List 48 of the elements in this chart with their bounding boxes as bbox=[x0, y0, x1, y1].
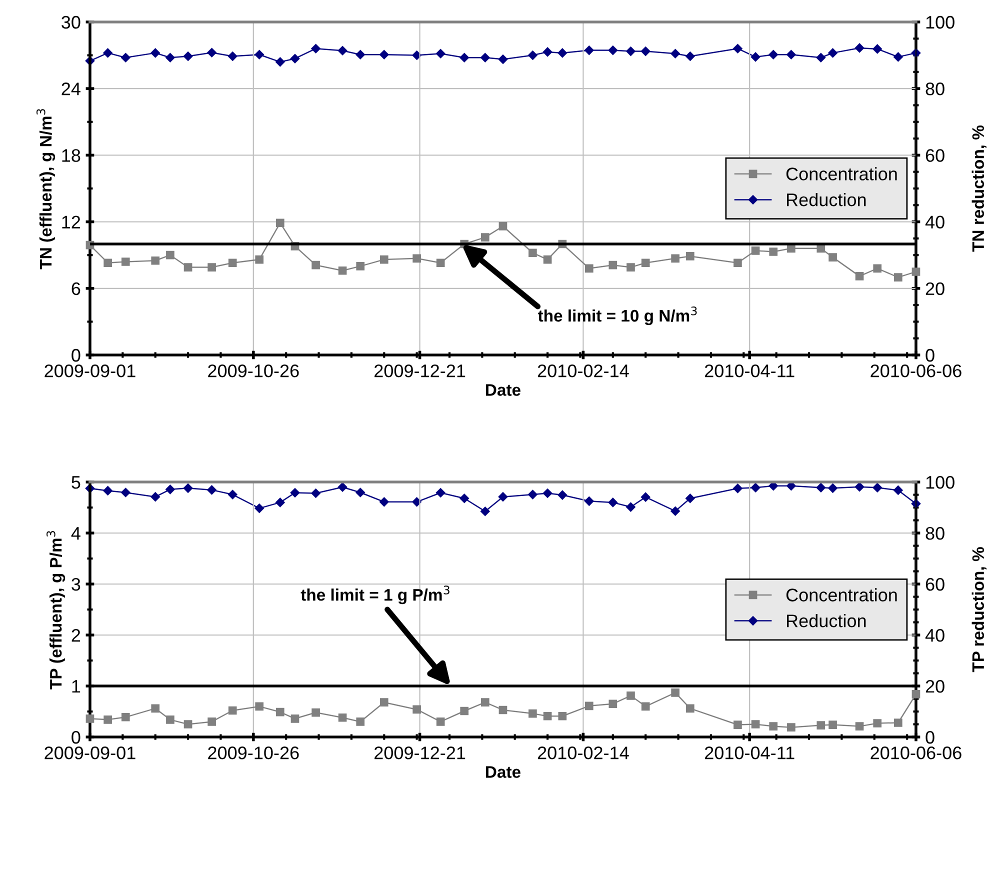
x-tick-label: 2009-12-21 bbox=[374, 746, 466, 760]
x-tick-label: 2010-04-11 bbox=[704, 746, 794, 760]
y-tick-label: 4 bbox=[71, 527, 80, 540]
y-axis-title: TP (effluent), g P/m$^{3}$ bbox=[46, 531, 66, 690]
y-tick-label: 6 bbox=[72, 282, 80, 296]
y2-tick-label: 40 bbox=[925, 216, 944, 229]
x-tick-label: 2009-10-26 bbox=[208, 364, 299, 378]
y2-tick-label: 60 bbox=[926, 149, 944, 162]
y2-tick-label: 100 bbox=[926, 16, 954, 29]
y2-tick-label: 40 bbox=[925, 628, 944, 642]
y-tick-label: 24 bbox=[62, 82, 80, 96]
legend-label: Reduction bbox=[787, 614, 866, 628]
y-tick-label: 18 bbox=[62, 149, 80, 162]
legend-label: Reduction bbox=[787, 192, 866, 206]
x-tick-label: 2010-04-11 bbox=[704, 364, 794, 378]
y2-tick-label: 80 bbox=[926, 526, 944, 540]
annotation: the limit = 1 g P/m$^{3}$ bbox=[300, 586, 450, 604]
x-axis-title: Date bbox=[486, 766, 520, 778]
y-tick-label: 5 bbox=[72, 476, 80, 489]
y2-tick-label: 60 bbox=[926, 578, 944, 591]
y-axis-title: TN (effluent), g N/m$^{3}$ bbox=[36, 109, 56, 270]
y2-tick-label: 20 bbox=[926, 282, 944, 296]
y2-axis-title: TN reduction, % bbox=[972, 125, 986, 252]
x-tick-label: 2010-02-14 bbox=[538, 746, 629, 760]
y-tick-label: 2 bbox=[72, 628, 80, 642]
y-tick-label: 1 bbox=[72, 680, 80, 693]
y2-tick-label: 100 bbox=[926, 476, 954, 489]
y-tick-label: 12 bbox=[62, 216, 80, 228]
x-tick-label: 2010-06-06 bbox=[870, 364, 962, 378]
y2-tick-label: 80 bbox=[926, 82, 944, 96]
annotation: the limit = 10 g N/m$^{3}$ bbox=[538, 306, 697, 326]
y2-tick-label: 0 bbox=[926, 730, 934, 744]
legend-label: Concentration bbox=[786, 588, 897, 602]
y-tick-label: 30 bbox=[62, 16, 80, 29]
y2-axis-title: TP reduction, % bbox=[972, 547, 986, 672]
x-tick-label: 2009-12-21 bbox=[374, 364, 466, 378]
y2-tick-label: 0 bbox=[926, 348, 934, 362]
y-tick-label: 3 bbox=[72, 578, 80, 591]
y-tick-label: 0 bbox=[72, 348, 80, 362]
y-tick-label: 0 bbox=[72, 730, 80, 744]
x-tick-label: 2009-10-26 bbox=[208, 746, 299, 760]
y2-tick-label: 20 bbox=[926, 680, 944, 693]
x-tick-label: 2009-09-01 bbox=[44, 746, 136, 760]
x-tick-label: 2009-09-01 bbox=[44, 364, 136, 378]
legend-label: Concentration bbox=[786, 167, 897, 180]
x-axis-title: Date bbox=[486, 384, 520, 396]
x-tick-label: 2010-02-14 bbox=[538, 364, 629, 378]
x-tick-label: 2010-06-06 bbox=[870, 746, 962, 760]
